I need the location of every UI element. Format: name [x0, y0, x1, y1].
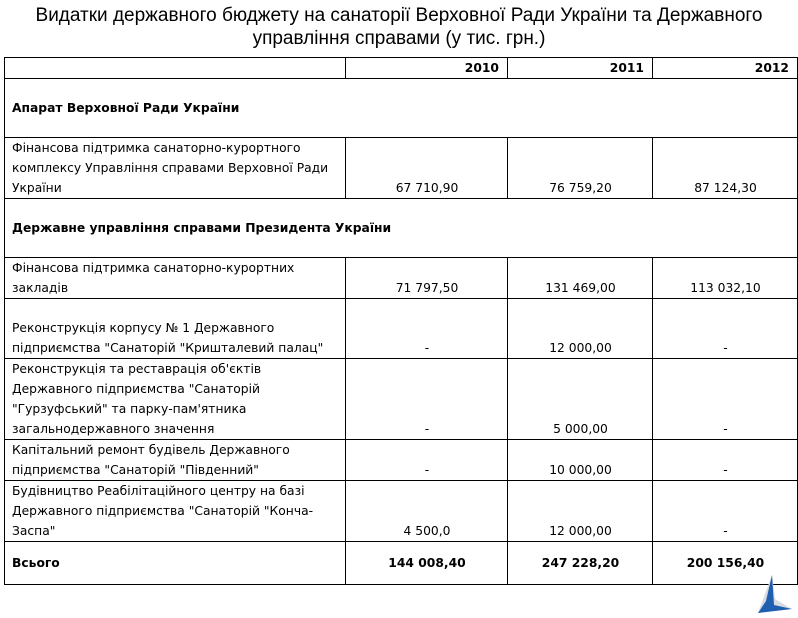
table-row: Реконструкція корпусу № 1 Державного під… — [4, 298, 798, 359]
value-2011: 12 000,00 — [507, 298, 653, 359]
value-2011: 76 759,20 — [507, 137, 653, 199]
section-row: Державне управління справами Президента … — [4, 198, 798, 258]
table-header-row: 2010 2011 2012 — [4, 57, 798, 79]
table-row: Будівництво Реабілітаційного центру на б… — [4, 480, 798, 542]
value-2010: - — [345, 298, 508, 359]
section-heading: Державне управління справами Президента … — [4, 198, 798, 258]
total-label: Всього — [4, 541, 346, 585]
value-2011: 131 469,00 — [507, 257, 653, 299]
header-cell — [4, 57, 346, 79]
row-label: Фінансова підтримка санаторно-курортного… — [4, 137, 346, 199]
triangle-logo-icon — [758, 575, 792, 613]
table-row: Фінансова підтримка санаторно-курортних … — [4, 257, 798, 299]
total-2011: 247 228,20 — [507, 541, 653, 585]
value-2010: 67 710,90 — [345, 137, 508, 199]
value-2010: - — [345, 358, 508, 440]
row-label: Реконструкція та реставрація об'єктів Де… — [4, 358, 346, 440]
header-cell: 2011 — [507, 57, 653, 79]
section-heading: Апарат Верховної Ради України — [4, 78, 798, 138]
value-2012: 87 124,30 — [652, 137, 798, 199]
row-label: Фінансова підтримка санаторно-курортних … — [4, 257, 346, 299]
value-2012: - — [652, 358, 798, 440]
value-2010: 71 797,50 — [345, 257, 508, 299]
value-2011: 10 000,00 — [507, 439, 653, 481]
budget-table: 2010 2011 2012 Апарат Верховної Ради Укр… — [4, 57, 798, 585]
header-cell: 2010 — [345, 57, 508, 79]
value-2010: 4 500,0 — [345, 480, 508, 542]
row-label: Будівництво Реабілітаційного центру на б… — [4, 480, 346, 542]
table-row: Капітальний ремонт будівель Державного п… — [4, 439, 798, 481]
total-2012: 200 156,40 — [652, 541, 798, 585]
table-row: Фінансова підтримка санаторно-курортного… — [4, 137, 798, 199]
value-2010: - — [345, 439, 508, 481]
row-label: Капітальний ремонт будівель Державного п… — [4, 439, 346, 481]
page-title: Видатки державного бюджету на санаторії … — [35, 5, 763, 49]
row-label: Реконструкція корпусу № 1 Державного під… — [4, 298, 346, 359]
total-row: Всього 144 008,40 247 228,20 200 156,40 — [4, 541, 798, 585]
value-2012: - — [652, 439, 798, 481]
value-2012: - — [652, 480, 798, 542]
table-row: Реконструкція та реставрація об'єктів Де… — [4, 358, 798, 440]
total-2010: 144 008,40 — [345, 541, 508, 585]
section-row: Апарат Верховної Ради України — [4, 78, 798, 138]
value-2011: 5 000,00 — [507, 358, 653, 440]
value-2012: 113 032,10 — [652, 257, 798, 299]
value-2012: - — [652, 298, 798, 359]
header-cell: 2012 — [652, 57, 798, 79]
value-2011: 12 000,00 — [507, 480, 653, 542]
